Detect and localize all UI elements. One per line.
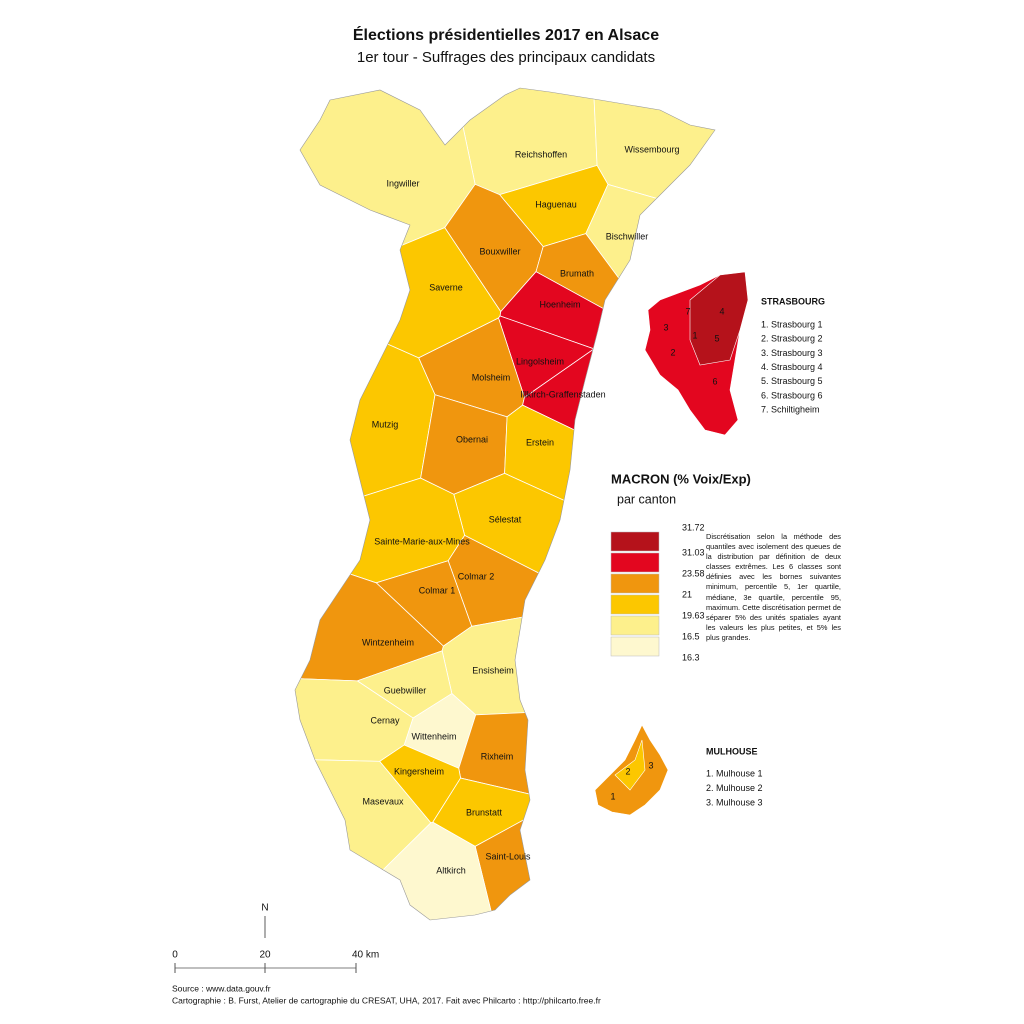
canton-label: Sélestat (489, 514, 522, 524)
legend-bound: 19.63 (682, 610, 705, 620)
inset-number: 3 (663, 322, 668, 332)
scale-label: 0 (172, 950, 178, 961)
canton-label: Wissembourg (624, 144, 679, 154)
canton-label: Cernay (370, 715, 400, 725)
credit: Cartographie : B. Furst, Atelier de cart… (172, 995, 601, 1005)
scale-label: 40 km (352, 950, 379, 961)
canton-label: Rixheim (481, 751, 514, 761)
inset-number: 2 (670, 347, 675, 357)
region-outline (294, 87, 716, 921)
canton-label: Ensisheim (472, 665, 514, 675)
inset-item: 2. Strasbourg 2 (761, 334, 823, 344)
canton-label: Hoenheim (539, 299, 580, 309)
inset-item: 3. Mulhouse 3 (706, 797, 763, 807)
canton-label: Colmar 1 (419, 585, 456, 595)
canton-label: Colmar 2 (458, 571, 495, 581)
inset-item: 7. Schiltigheim (761, 405, 820, 415)
legend-description: Discrétisation selon la méthode des quan… (706, 532, 841, 642)
canton-label: Saint-Louis (485, 851, 531, 861)
canton-label: Wintzenheim (362, 637, 414, 647)
legend-bound: 16.5 (682, 631, 700, 641)
canton-label: Kingersheim (394, 766, 444, 776)
inset-title: MULHOUSE (706, 746, 758, 756)
canton-label: Mutzig (372, 419, 399, 429)
legend-swatch (610, 636, 660, 657)
inset-number: 3 (648, 760, 653, 770)
inset-item: 2. Mulhouse 2 (706, 783, 763, 793)
canton-label: Lingolsheim (516, 356, 564, 366)
title: Élections présidentielles 2017 en Alsace (353, 25, 659, 44)
inset-item: 3. Strasbourg 3 (761, 348, 823, 358)
canton-label: Sainte-Marie-aux-Mines (374, 536, 470, 546)
inset-item: 4. Strasbourg 4 (761, 362, 823, 372)
legend-swatch (610, 531, 660, 552)
inset-number: 5 (714, 333, 719, 343)
canton-label: Bischwiller (606, 231, 649, 241)
canton-label: Bouxwiller (479, 246, 520, 256)
canton-label: Masevaux (362, 796, 404, 806)
inset-item: 1. Mulhouse 1 (706, 768, 763, 778)
canton-label: Altkirch (436, 865, 466, 875)
legend-bound: 23.58 (682, 568, 705, 578)
north-label: N (261, 903, 268, 914)
canton-label: Erstein (526, 437, 554, 447)
canton-label: Ingwiller (386, 178, 419, 188)
inset-number: 1 (692, 330, 697, 340)
legend-title: MACRON (% Voix/Exp) (611, 471, 751, 486)
canton-label: Obernai (456, 434, 488, 444)
legend-swatch (610, 615, 660, 636)
cantons (295, 88, 715, 920)
legend-bound: 21 (682, 589, 692, 599)
canton-label: Guebwiller (384, 685, 427, 695)
inset-number: 4 (719, 306, 724, 316)
inset-number: 6 (712, 376, 717, 386)
canton-label: Molsheim (472, 372, 511, 382)
canton-label: Brunstatt (466, 807, 503, 817)
inset-number: 7 (685, 306, 690, 316)
legend-bound: 31.03 (682, 547, 705, 557)
legend-bound: 16.3 (682, 652, 700, 662)
inset-area (689, 271, 749, 366)
canton-label: Haguenau (535, 199, 577, 209)
inset-item: 6. Strasbourg 6 (761, 390, 823, 400)
legend-bound: 31.72 (682, 522, 705, 532)
inset-area (614, 739, 646, 791)
scale-label: 20 (259, 950, 271, 961)
canton-label: Wittenheim (411, 731, 456, 741)
legend-swatch (610, 573, 660, 594)
inset-item: 1. Strasbourg 1 (761, 319, 823, 329)
legend-swatch (610, 594, 660, 615)
canton-label: Illkirch-Graffenstaden (520, 389, 605, 399)
legend-subtitle: par canton (617, 492, 676, 506)
canton-label: Brumath (560, 268, 594, 278)
legend-swatch (610, 552, 660, 573)
inset-item: 5. Strasbourg 5 (761, 376, 823, 386)
inset-title: STRASBOURG (761, 296, 825, 306)
subtitle: 1er tour - Suffrages des principaux cand… (357, 49, 655, 66)
canton-label: Saverne (429, 282, 463, 292)
canton-label: Reichshoffen (515, 149, 567, 159)
source: Source : www.data.gouv.fr (172, 983, 271, 993)
inset-number: 2 (625, 766, 630, 776)
inset-number: 1 (610, 791, 615, 801)
